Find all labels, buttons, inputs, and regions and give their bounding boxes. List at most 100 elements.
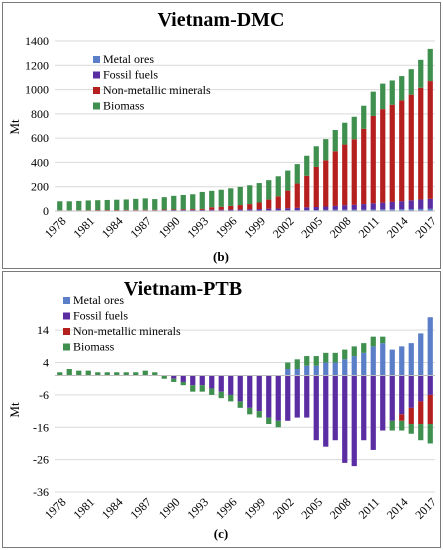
ptb-y-axis-label: Mt [7,402,22,418]
c-bar-fossil-fuels-2014 [399,375,405,415]
b-legend-swatch [93,71,100,79]
c-bar-fossil-fuels-2002 [285,375,291,421]
b-bar-metal-ores-2011 [370,209,376,211]
b-bar-non-metallic-minerals-1997 [237,205,243,210]
b-bar-biomass-1991 [180,194,186,210]
c-bar-metal-ores-2015 [408,343,414,376]
c-bar-metal-ores-2007 [332,362,338,376]
b-bar-fossil-fuels-2003 [294,207,300,211]
ptb-caption: (c) [214,526,228,541]
b-x-tick-label: 2011 [356,214,383,241]
c-bar-metal-ores-2017 [427,317,433,376]
ptb-title: Vietnam-PTB [124,278,242,300]
c-bar-fossil-fuels-1997 [237,375,243,402]
b-bar-non-metallic-minerals-2010 [361,128,367,205]
b-bar-biomass-1989 [161,197,167,210]
c-bar-fossil-fuels-2009 [351,375,357,467]
b-bar-biomass-1980 [76,200,82,211]
c-bar-fossil-fuels-2015 [408,375,414,408]
c-y-tick-label: -6 [39,388,49,402]
c-bar-biomass-2014 [399,420,405,431]
c-bar-metal-ores-2014 [399,346,405,376]
b-bar-biomass-1995 [218,189,224,207]
b-bar-non-metallic-minerals-1989 [161,209,167,211]
b-bar-non-metallic-minerals-2015 [408,94,414,201]
c-bar-biomass-1996 [228,394,234,402]
b-bar-biomass-1997 [237,186,243,206]
b-x-tick-label: 2014 [384,214,411,241]
b-bar-biomass-1979 [66,201,72,211]
c-bar-biomass-1993 [199,385,205,392]
c-bar-biomass-2001 [275,420,281,428]
c-bar-metal-ores-2004 [304,365,310,376]
b-bar-non-metallic-minerals-2000 [266,199,272,209]
c-bar-biomass-1982 [95,372,101,376]
b-bar-non-metallic-minerals-2008 [342,144,348,206]
c-bar-biomass-1985 [123,372,129,376]
c-bar-biomass-1989 [161,375,167,379]
c-legend-label: Non-metallic minerals [73,324,181,338]
c-bar-biomass-1987 [142,370,148,376]
c-bar-biomass-2006 [323,352,329,363]
c-bar-non-metallic-minerals-2015 [408,407,414,425]
c-bar-metal-ores-2002 [285,369,291,376]
b-bar-metal-ores-2014 [399,209,405,211]
b-bar-fossil-fuels-2001 [275,208,281,211]
b-bar-biomass-1978 [57,201,63,211]
c-legend-swatch [63,297,70,304]
b-bar-biomass-2006 [323,139,329,161]
b-bar-biomass-1992 [190,194,196,210]
c-legend-label: Metal ores [73,293,124,307]
b-bar-biomass-2001 [275,176,281,197]
b-bar-non-metallic-minerals-2009 [351,139,357,205]
b-bar-fossil-fuels-1992 [190,209,196,211]
b-x-tick-label: 1996 [213,214,240,241]
b-bar-non-metallic-minerals-2012 [380,109,386,203]
c-legend-swatch [63,343,70,351]
c-bar-fossil-fuels-1992 [190,375,196,386]
b-legend-swatch [93,56,100,63]
b-bar-fossil-fuels-2008 [342,205,348,210]
c-bar-fossil-fuels-2017 [427,375,433,395]
c-bar-biomass-2008 [342,349,348,360]
c-bar-fossil-fuels-1993 [199,375,205,386]
b-bar-non-metallic-minerals-2003 [294,183,300,208]
b-bar-non-metallic-minerals-2011 [370,115,376,204]
b-bar-non-metallic-minerals-1982 [95,210,101,211]
dmc-title: Vietnam-DMC [157,9,284,31]
b-x-tick-label: 1990 [156,214,183,241]
b-bar-fossil-fuels-2011 [370,203,376,210]
b-y-tick-label: 0 [43,204,49,218]
b-bar-biomass-1988 [152,199,158,210]
b-bar-fossil-fuels-2013 [389,201,395,210]
b-bar-non-metallic-minerals-2002 [285,190,291,209]
b-bar-fossil-fuels-2005 [313,206,319,211]
c-bar-non-metallic-minerals-2014 [399,414,405,421]
b-bar-fossil-fuels-1995 [218,209,224,211]
c-bar-non-metallic-minerals-2016 [418,401,424,425]
b-bar-non-metallic-minerals-1992 [190,209,196,210]
b-bar-non-metallic-minerals-2004 [304,175,310,208]
c-bar-fossil-fuels-1990 [171,375,177,379]
b-bar-non-metallic-minerals-1994 [209,207,215,210]
c-bar-metal-ores-2012 [380,343,386,376]
b-bar-non-metallic-minerals-1991 [180,209,186,211]
b-bar-metal-ores-2015 [408,209,414,211]
b-x-tick-label: 2005 [298,214,325,241]
c-bar-metal-ores-2016 [418,333,424,376]
b-bar-biomass-2011 [370,91,376,116]
b-x-tick-label: 1993 [184,214,211,241]
c-x-tick-label: 2011 [356,495,383,522]
b-bar-fossil-fuels-2014 [399,201,405,210]
c-bar-biomass-2000 [266,417,272,425]
c-bar-biomass-1997 [237,401,243,408]
c-bar-biomass-1980 [76,370,82,376]
c-x-tick-label: 1984 [99,495,126,522]
c-bar-fossil-fuels-2007 [332,375,338,441]
c-bar-fossil-fuels-2010 [361,375,367,441]
c-bar-biomass-1990 [171,378,177,382]
c-bar-fossil-fuels-2003 [294,375,300,418]
b-legend-label: Fossil fuels [103,68,158,82]
b-bar-biomass-1984 [114,199,120,211]
b-bar-non-metallic-minerals-1995 [218,206,224,210]
